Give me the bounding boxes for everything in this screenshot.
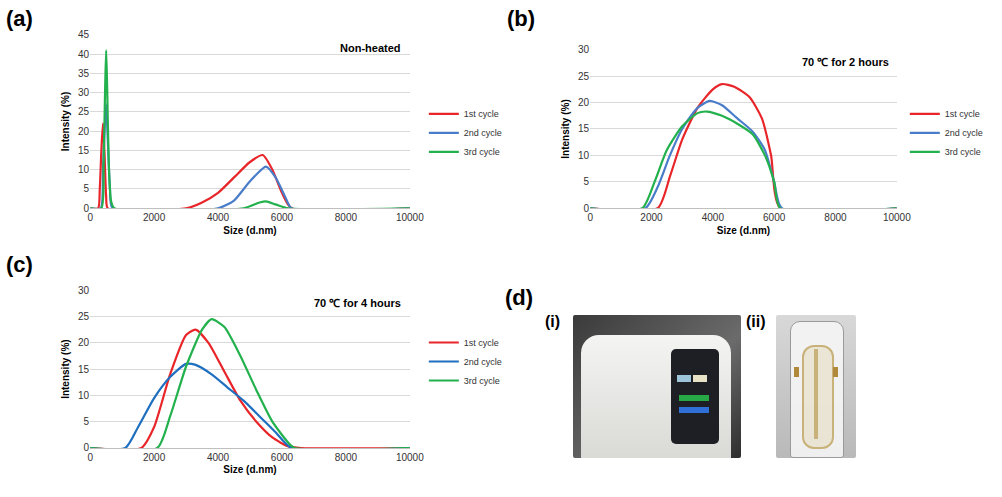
svg-text:Intensity (%): Intensity (%) [60, 92, 71, 151]
svg-text:10000: 10000 [396, 212, 424, 223]
svg-text:6000: 6000 [763, 212, 786, 223]
svg-text:10: 10 [578, 150, 590, 161]
svg-text:4000: 4000 [207, 452, 230, 463]
svg-text:25: 25 [78, 106, 90, 117]
svg-text:1st cycle: 1st cycle [464, 338, 499, 348]
svg-text:2000: 2000 [640, 212, 663, 223]
svg-text:15: 15 [578, 123, 590, 134]
svg-text:6000: 6000 [271, 452, 294, 463]
svg-text:0: 0 [84, 442, 90, 453]
svg-text:30: 30 [78, 87, 90, 98]
svg-text:Size (d.nm): Size (d.nm) [223, 464, 276, 475]
svg-text:20: 20 [578, 97, 590, 108]
html-text:(ii): (ii) [746, 313, 766, 330]
svg-text:10: 10 [78, 390, 90, 401]
svg-text:8000: 8000 [335, 452, 358, 463]
svg-text:4000: 4000 [702, 212, 725, 223]
svg-text:10000: 10000 [396, 452, 424, 463]
svg-text:2000: 2000 [143, 212, 166, 223]
svg-text:30: 30 [578, 44, 590, 55]
svg-text:0: 0 [84, 203, 90, 214]
svg-text:5: 5 [84, 416, 90, 427]
svg-text:15: 15 [78, 145, 90, 156]
svg-text:10000: 10000 [883, 212, 911, 223]
svg-text:3rd cycle: 3rd cycle [945, 147, 981, 157]
svg-text:3rd cycle: 3rd cycle [464, 376, 500, 386]
svg-text:20: 20 [78, 126, 90, 137]
svg-text:40: 40 [78, 49, 90, 60]
svg-text:2nd cycle: 2nd cycle [464, 128, 502, 138]
svg-text:2000: 2000 [143, 452, 166, 463]
svg-text:2nd cycle: 2nd cycle [945, 128, 983, 138]
svg-text:1st cycle: 1st cycle [945, 109, 980, 119]
svg-text:30: 30 [78, 285, 90, 296]
svg-text:(a): (a) [6, 6, 33, 31]
svg-text:8000: 8000 [824, 212, 847, 223]
svg-text:20: 20 [78, 337, 90, 348]
svg-text:0: 0 [87, 212, 93, 223]
svg-text:15: 15 [78, 364, 90, 375]
html-text:(d): (d) [505, 285, 534, 310]
svg-text:25: 25 [578, 71, 590, 82]
svg-text:Intensity (%): Intensity (%) [60, 339, 71, 398]
svg-text:3rd cycle: 3rd cycle [464, 147, 500, 157]
svg-text:Non-heated: Non-heated [340, 42, 401, 54]
svg-text:70 ℃ for 4 hours: 70 ℃ for 4 hours [314, 297, 401, 309]
svg-text:6000: 6000 [271, 212, 294, 223]
svg-text:2nd cycle: 2nd cycle [464, 357, 502, 367]
svg-text:35: 35 [78, 68, 90, 79]
svg-text:25: 25 [78, 311, 90, 322]
svg-text:Intensity (%): Intensity (%) [560, 99, 571, 158]
svg-text:0: 0 [584, 203, 590, 214]
svg-text:45: 45 [78, 29, 90, 40]
svg-text:5: 5 [84, 183, 90, 194]
svg-text:70 ℃ for 2 hours: 70 ℃ for 2 hours [802, 56, 889, 68]
svg-text:5: 5 [584, 176, 590, 187]
svg-text:1st cycle: 1st cycle [464, 109, 499, 119]
svg-text:10: 10 [78, 164, 90, 175]
svg-text:0: 0 [87, 452, 93, 463]
svg-text:(c): (c) [6, 252, 33, 277]
svg-text:Size (d.nm): Size (d.nm) [223, 225, 276, 236]
svg-text:4000: 4000 [207, 212, 230, 223]
svg-text:8000: 8000 [335, 212, 358, 223]
svg-text:Size (d.nm): Size (d.nm) [717, 225, 770, 236]
svg-text:(b): (b) [507, 6, 535, 31]
html-text:(i): (i) [545, 313, 561, 330]
svg-text:0: 0 [587, 212, 593, 223]
